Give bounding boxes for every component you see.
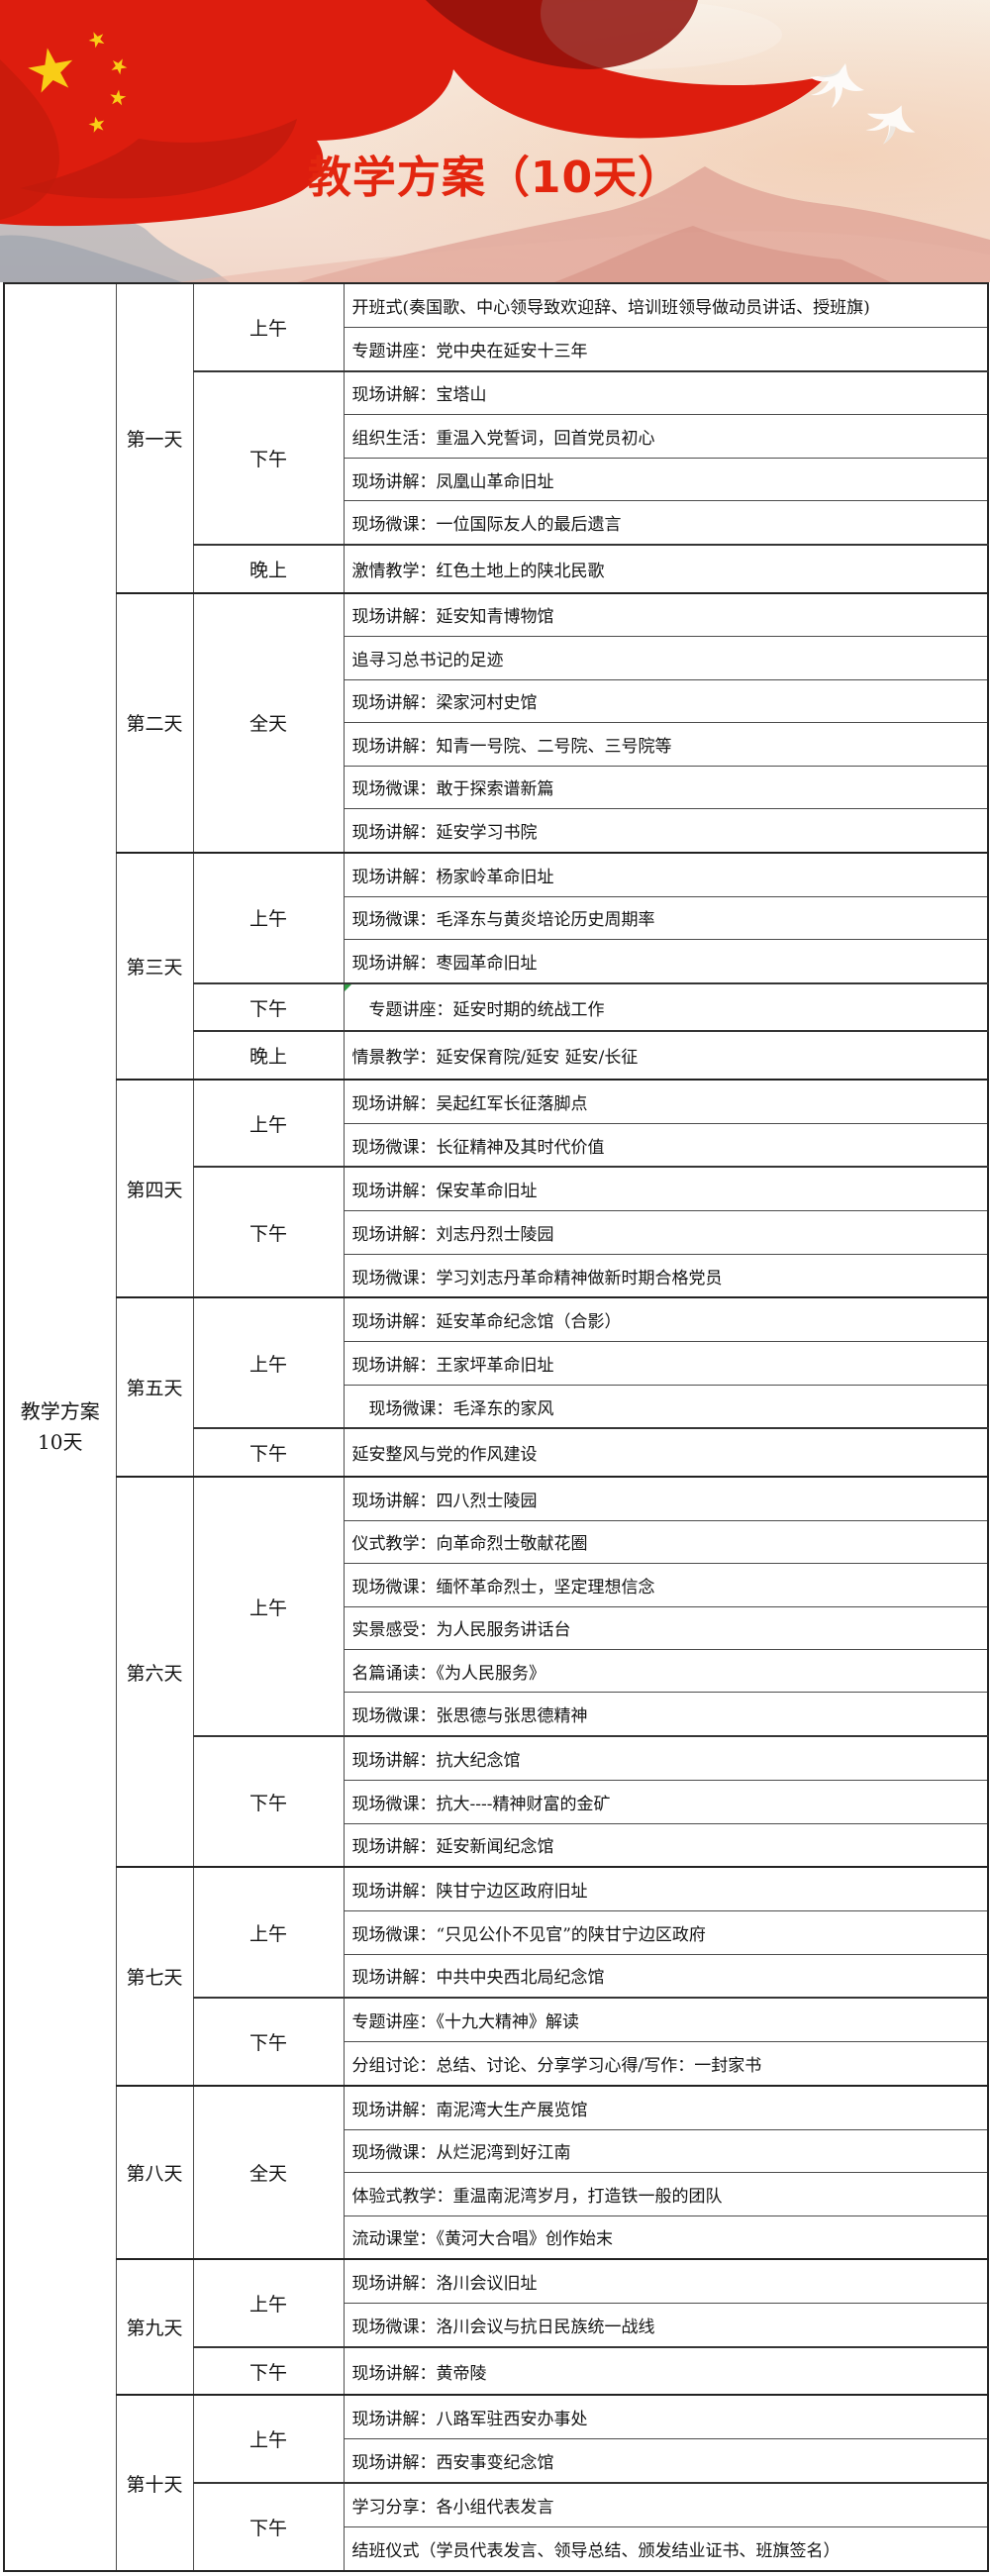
time-label: 上午: [192, 2394, 345, 2484]
activity-cell: 延安整风与党的作风建设: [343, 1427, 989, 1478]
activity-cell: 现场微课：毛泽东与黄炎培论历史周期率: [343, 895, 989, 941]
activity-cell: 现场讲解：宝塔山: [343, 369, 989, 416]
activity-cell: 学习分享：各小组代表发言: [343, 2481, 989, 2527]
day-label-9: 第九天: [115, 2258, 194, 2396]
activity-cell: 现场讲解：抗大纪念馆: [343, 1735, 989, 1782]
schedule-body: 教学方案 10天 第一天 上午 开班式(奏国歌、中心领导致欢迎辞、培训班领导做动员讲话、…: [3, 282, 989, 2572]
activity-cell: 现场讲解：保安革命旧址: [343, 1166, 989, 1212]
activity-cell: 实景感受：为人民服务讲话台: [343, 1605, 989, 1651]
activity-cell: 现场微课：一位国际友人的最后遗言: [343, 500, 989, 546]
activity-cell: 现场讲解：南泥湾大生产展览馆: [343, 2084, 989, 2130]
activity-cell: 现场讲解：西安事变纪念馆: [343, 2438, 989, 2484]
time-label: 晚上: [192, 1030, 345, 1081]
time-label: 上午: [192, 1296, 345, 1429]
activity-cell: 开班式(奏国歌、中心领导致欢迎辞、培训班领导做动员讲话、授班旗): [343, 282, 989, 328]
activity-cell: 现场微课：长征精神及其时代价值: [343, 1122, 989, 1168]
activity-cell: 现场微课：学习刘志丹革命精神做新时期合格党员: [343, 1253, 989, 1298]
activity-cell: 现场讲解：吴起红军长征落脚点: [343, 1078, 989, 1124]
time-label: 下午: [192, 369, 345, 546]
activity-cell: 现场讲解：凤凰山革命旧址: [343, 457, 989, 502]
activity-cell: 现场讲解：四八烈士陵园: [343, 1475, 989, 1521]
day-label-2: 第二天: [115, 591, 194, 854]
activity-cell: 现场微课：缅怀革命烈士，坚定理想信念: [343, 1563, 989, 1607]
day-label-1: 第一天: [115, 282, 194, 593]
activity-cell: 现场微课：洛川会议与抗日民族统一战线: [343, 2303, 989, 2348]
plan-title-cell: 教学方案 10天: [3, 282, 117, 2572]
activity-cell: 现场微课：抗大----精神财富的金矿: [343, 1780, 989, 1824]
activity-cell: 现场讲解：梁家河村史馆: [343, 678, 989, 724]
page-header: 教学方案（10天）: [0, 0, 990, 282]
dove-icon: [810, 63, 916, 145]
activity-cell: 现场讲解：延安知青博物馆: [343, 591, 989, 638]
activity-cell: 名篇诵读：《为人民服务》: [343, 1649, 989, 1694]
activity-cell: 流动课堂：《黄河大合唱》创作始末: [343, 2215, 989, 2260]
time-label: 上午: [192, 282, 345, 372]
day-label-7: 第七天: [115, 1866, 194, 2087]
activity-cell: 现场微课：从烂泥湾到好江南: [343, 2128, 989, 2174]
activity-cell: 现场讲解：知青一号院、二号院、三号院等: [343, 722, 989, 767]
activity-cell: 现场讲解：陕甘宁边区政府旧址: [343, 1866, 989, 1912]
time-label: 下午: [192, 1427, 345, 1478]
activity-cell: 追寻习总书记的足迹: [343, 636, 989, 680]
time-label: 上午: [192, 851, 345, 984]
day-label-5: 第五天: [115, 1296, 194, 1478]
activity-cell: 现场讲解：刘志丹烈士陵园: [343, 1210, 989, 1255]
day-label-6: 第六天: [115, 1475, 194, 1868]
time-label: 下午: [192, 1735, 345, 1868]
activity-cell: 专题讲座：《十九大精神》解读: [343, 1997, 989, 2043]
activity-cell: 结班仪式（学员代表发言、领导总结、颁发结业证书、班旗签名）: [343, 2525, 989, 2572]
day-label-4: 第四天: [115, 1078, 194, 1298]
time-label: 下午: [192, 2481, 345, 2572]
activity-cell: 现场讲解：延安新闻纪念馆: [343, 1822, 989, 1868]
activity-cell: 现场讲解：王家坪革命旧址: [343, 1341, 989, 1386]
day-label-8: 第八天: [115, 2084, 194, 2260]
activity-cell: 现场讲解：延安学习书院: [343, 808, 989, 854]
activity-cell: 仪式教学：向革命烈士敬献花圈: [343, 1519, 989, 1565]
activity-cell: 现场讲解：杨家岭革命旧址: [343, 851, 989, 897]
page-title: 教学方案（10天）: [307, 153, 683, 203]
time-label: 晚上: [192, 544, 345, 594]
plan-title-line2: 10天: [38, 1430, 83, 1454]
day-label-10: 第十天: [115, 2394, 194, 2572]
time-label: 上午: [192, 1475, 345, 1737]
header-artwork: [0, 0, 990, 282]
time-label: 全天: [192, 2084, 345, 2260]
time-label: 上午: [192, 2258, 345, 2348]
activity-cell: 专题讲座：延安时期的统战工作: [343, 981, 989, 1032]
activity-cell: 分组讨论：总结、讨论、分享学习心得/写作：一封家书: [343, 2041, 989, 2087]
time-label: 上午: [192, 1078, 345, 1168]
activity-cell: 现场讲解：中共中央西北局纪念馆: [343, 1953, 989, 1999]
activity-cell: 现场讲解：黄帝陵: [343, 2345, 989, 2396]
activity-cell: 现场微课：毛泽东的家风: [343, 1384, 989, 1429]
activity-cell: 现场讲解：八路军驻西安办事处: [343, 2394, 989, 2440]
time-label: 上午: [192, 1866, 345, 1999]
activity-cell: 现场微课：“只见公仆不见官”的陕甘宁边区政府: [343, 1910, 989, 1955]
china-flag-icon: [0, 0, 828, 227]
activity-cell: 体验式教学：重温南泥湾岁月，打造铁一般的团队: [343, 2172, 989, 2216]
activity-cell: 激情教学：红色土地上的陕北民歌: [343, 544, 989, 594]
schedule-table: 教学方案 10天 第一天 上午 开班式(奏国歌、中心领导致欢迎辞、培训班领导做动员讲话、…: [3, 282, 989, 2572]
time-label: 全天: [192, 591, 345, 854]
flag-stars-icon: [28, 32, 128, 133]
activity-cell: 组织生活：重温入党誓词，回首党员初心: [343, 414, 989, 459]
time-label: 下午: [192, 1997, 345, 2087]
activity-cell: 情景教学：延安保育院/延安 延安/长征: [343, 1030, 989, 1081]
plan-title-line1: 教学方案: [20, 1399, 100, 1423]
time-label: 下午: [192, 1166, 345, 1298]
activity-cell: 现场讲解：枣园革命旧址: [343, 939, 989, 984]
activity-cell: 现场讲解：洛川会议旧址: [343, 2258, 989, 2305]
activity-cell: 现场讲解：延安革命纪念馆（合影）: [343, 1296, 989, 1343]
activity-cell: 专题讲座：党中央在延安十三年: [343, 326, 989, 372]
activity-cell: 现场微课：敢于探索谱新篇: [343, 765, 989, 810]
time-label: 下午: [192, 981, 345, 1032]
time-label: 下午: [192, 2345, 345, 2396]
activity-cell: 现场微课：张思德与张思德精神: [343, 1692, 989, 1737]
day-label-3: 第三天: [115, 851, 194, 1081]
